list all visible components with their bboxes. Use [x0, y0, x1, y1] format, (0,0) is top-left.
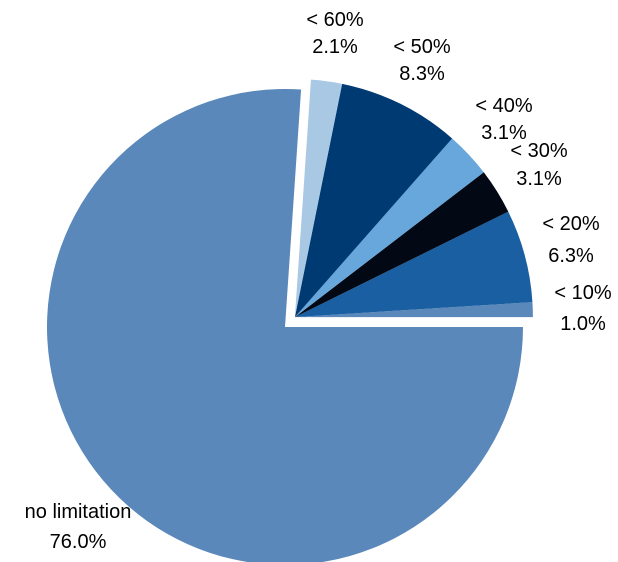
- pie-slice-60: [294, 79, 343, 318]
- slice-label-lt40-category: < 40%: [475, 95, 532, 117]
- slice-label-lt40-value: 3.1%: [481, 122, 527, 144]
- pie-labels: < 60% 2.1% < 50% 8.3% < 40% 3.1% < 30% 3…: [25, 9, 612, 553]
- slice-label-lt60-value: 2.1%: [312, 36, 358, 58]
- slice-label-lt10-category: < 10%: [554, 282, 611, 304]
- slice-label-lt30-category: < 30%: [510, 140, 567, 162]
- slice-label-no-limitation-value: 76.0%: [50, 531, 107, 553]
- slice-label-lt50-value: 8.3%: [399, 63, 445, 85]
- pie-slice-30: [294, 172, 509, 318]
- pie-slice-10: [294, 302, 533, 318]
- pie-slice-20: [294, 211, 533, 318]
- pie-slices: [47, 79, 533, 562]
- pie-slice-no-limitation: [47, 89, 523, 562]
- pie-slice-40: [294, 138, 484, 318]
- slice-label-lt30-value: 3.1%: [516, 168, 562, 190]
- slice-label-lt50-category: < 50%: [393, 36, 450, 58]
- pie-slice-50: [294, 83, 453, 318]
- slice-label-no-limitation-category: no limitation: [25, 501, 132, 523]
- slice-label-lt20-value: 6.3%: [548, 245, 594, 267]
- slice-label-lt10-value: 1.0%: [560, 313, 606, 335]
- slice-label-lt20-category: < 20%: [542, 213, 599, 235]
- slice-label-lt60-category: < 60%: [306, 9, 363, 31]
